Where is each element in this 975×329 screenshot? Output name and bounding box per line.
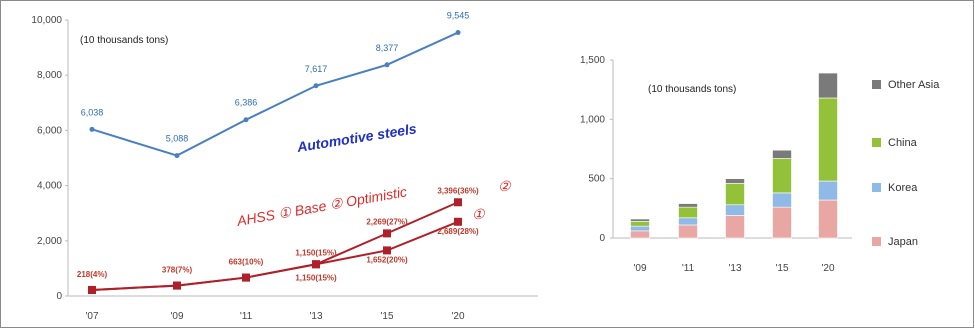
left-line-chart: 0 2,000 4,000 6,000 8,000 10,000 '07 '09 '11 '13… xyxy=(31,11,538,322)
bar-segment-other-asia xyxy=(630,218,650,222)
bar-segment-other-asia xyxy=(818,72,838,99)
right-unit-note: (10 thousands tons) xyxy=(648,84,736,95)
bar-segment-japan xyxy=(630,230,650,239)
ahss-point xyxy=(383,246,391,255)
ahss-optimistic-data-label: 2,269(27%) xyxy=(366,217,408,226)
bar-segment-japan xyxy=(818,199,838,239)
right-x-tick-label: '13 xyxy=(728,263,741,274)
ahss-optimistic-data-label: 3,396(36%) xyxy=(437,186,479,195)
left-x-tick-label: '20 xyxy=(451,311,464,322)
automotive-point xyxy=(243,117,249,123)
ahss-base-data-label: 1,150(15%) xyxy=(295,273,337,282)
legend-label: Korea xyxy=(888,182,918,194)
base-mark: ① xyxy=(472,206,486,222)
automotive-data-label: 5,088 xyxy=(166,134,189,144)
automotive-point xyxy=(455,30,461,36)
right-y-tick-label: 500 xyxy=(588,174,605,185)
right-x-tick-label: '09 xyxy=(633,263,646,274)
left-y-tick-label: 6,000 xyxy=(37,125,62,136)
bar-segment-korea xyxy=(725,204,745,216)
left-x-tick-label: '15 xyxy=(380,311,393,322)
left-x-tick-label: '07 xyxy=(85,311,98,322)
bar-segment-other-asia xyxy=(725,178,745,184)
automotive-data-label: 6,386 xyxy=(235,98,258,108)
bar-segment-korea xyxy=(818,180,838,201)
right-legend: Other Asia China Korea Japan xyxy=(872,79,940,248)
automotive-data-label: 6,038 xyxy=(81,107,104,117)
bar-segment-china xyxy=(630,221,650,227)
ahss-optimistic-data-label: 218(4%) xyxy=(77,270,108,279)
left-unit-note: (10 thousands tons) xyxy=(80,35,168,46)
legend-swatch xyxy=(872,80,881,89)
bar-segment-japan xyxy=(678,224,698,239)
left-y-tick-label: 2,000 xyxy=(37,236,62,247)
bar-segment-china xyxy=(772,158,792,194)
ahss-point xyxy=(242,273,250,282)
line-series-0 xyxy=(91,31,459,157)
line-series-2 xyxy=(91,220,459,291)
automotive-steels-annotation: Automotive steels xyxy=(295,120,418,155)
automotive-data-label: 7,617 xyxy=(305,64,328,74)
bar-segment-china xyxy=(818,97,838,182)
left-y-tick-label: 4,000 xyxy=(37,181,62,192)
right-y-tick-label: 1,500 xyxy=(580,55,605,66)
automotive-point xyxy=(313,83,319,89)
left-x-tick-label: '09 xyxy=(170,311,183,322)
bar-segment-korea xyxy=(772,192,792,208)
bar-segment-other-asia xyxy=(772,149,792,159)
left-x-tick-label: '11 xyxy=(240,311,253,322)
left-x-tick-label: '13 xyxy=(309,311,322,322)
left-y-tick-label: 0 xyxy=(56,291,62,302)
right-y-tick-label: 1,000 xyxy=(580,114,605,125)
bar-segment-korea xyxy=(678,217,698,226)
left-y-tick-label: 8,000 xyxy=(37,70,62,81)
ahss-base-data-label: 2,689(28%) xyxy=(437,227,479,236)
right-y-tick-label: 0 xyxy=(599,233,605,244)
automotive-point xyxy=(174,153,180,159)
right-x-tick-label: '20 xyxy=(821,263,834,274)
legend-label: Other Asia xyxy=(888,79,940,91)
ahss-point xyxy=(173,281,181,290)
automotive-point xyxy=(89,126,95,132)
ahss-point xyxy=(88,285,96,294)
ahss-base-data-label: 1,652(20%) xyxy=(366,255,408,264)
legend-swatch xyxy=(872,183,881,192)
legend-label: China xyxy=(888,137,918,149)
ahss-optimistic-data-label: 663(10%) xyxy=(229,258,264,267)
ahss-optimistic-data-label: 378(7%) xyxy=(162,266,193,275)
automotive-data-label: 8,377 xyxy=(376,43,399,53)
optimistic-mark: ② xyxy=(498,178,512,194)
bar-segment-korea xyxy=(630,225,650,232)
left-y-tick-label: 10,000 xyxy=(31,15,62,26)
right-x-tick-label: '11 xyxy=(682,263,695,274)
legend-swatch xyxy=(872,138,881,147)
bar-segment-japan xyxy=(772,206,792,239)
bar-segment-china xyxy=(678,206,698,219)
ahss-point xyxy=(454,198,462,207)
right-x-tick-label: '15 xyxy=(775,263,788,274)
legend-label: Japan xyxy=(888,236,918,248)
automotive-data-label: 9,545 xyxy=(447,11,470,21)
bar-segment-china xyxy=(725,183,745,206)
right-stacked-bar-chart: 0 500 1,000 1,500 '09 '11 '13 '15 '20 (10 thous… xyxy=(580,55,940,274)
ahss-point xyxy=(383,229,391,238)
ahss-optimistic-data-label: 1,150(15%) xyxy=(295,248,337,257)
automotive-point xyxy=(384,62,390,68)
ahss-point xyxy=(454,217,462,226)
ahss-point xyxy=(312,260,320,269)
bar-segment-other-asia xyxy=(678,203,698,208)
bar-segment-japan xyxy=(725,215,745,239)
legend-swatch xyxy=(872,237,881,246)
